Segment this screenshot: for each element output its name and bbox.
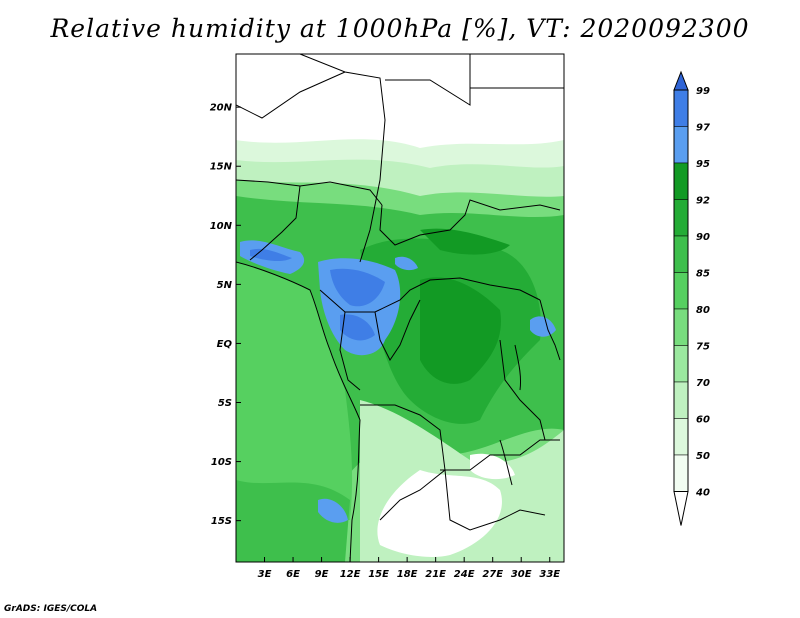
colorbar-segment: [673, 126, 689, 164]
colorbar-label: 50: [696, 451, 710, 462]
colorbar-segment: [673, 345, 689, 383]
colorbar-segment: [673, 454, 689, 492]
humidity-field: [236, 54, 564, 562]
lat-tick-label: 5N: [217, 280, 233, 291]
colorbar-label: 99: [696, 86, 710, 97]
lon-tick-label: 6E: [286, 569, 300, 580]
colorbar-segment: [673, 235, 689, 273]
colorbar-label: 70: [696, 378, 710, 389]
colorbar-segment: [673, 89, 689, 127]
lon-tick-label: 33E: [539, 569, 560, 580]
colorbar-label: 75: [696, 342, 710, 353]
colorbar-segment: [673, 381, 689, 419]
lon-tick-label: 30E: [511, 569, 532, 580]
longitude-axis: 3E 6E 9E 12E 15E 18E 21E 24E 27E 30E 33E: [258, 557, 560, 580]
lon-tick-label: 15E: [368, 569, 389, 580]
lat-tick-label: 5S: [218, 398, 232, 409]
lat-tick-label: 10N: [210, 221, 233, 232]
grads-credit: GrADS: IGES/COLA: [4, 604, 98, 614]
colorbar-segment: [673, 272, 689, 310]
colorbar-segment: [673, 418, 689, 456]
lon-tick-label: 27E: [482, 569, 503, 580]
colorbar-label: 60: [696, 415, 710, 426]
colorbar-label: 95: [696, 159, 710, 170]
colorbar-segment: [673, 162, 689, 200]
map-title: Relative humidity at 1000hPa [%], VT: 20…: [50, 14, 750, 43]
map-frame: [235, 53, 565, 563]
colorbar-label: 40: [695, 488, 710, 499]
latitude-axis: 20N 15N 10N 5N EQ 5S 10S 15S: [210, 103, 241, 527]
colorbar-label: 80: [696, 305, 710, 316]
colorbar-segment: [673, 199, 689, 237]
lat-tick-label: 20N: [210, 103, 233, 114]
lat-tick-label: 10S: [211, 457, 232, 468]
lon-tick-label: 18E: [397, 569, 418, 580]
colorbar-label: 90: [696, 232, 710, 243]
lon-tick-label: 21E: [425, 569, 446, 580]
lat-tick-label: EQ: [217, 339, 233, 350]
lat-tick-label: 15N: [210, 162, 233, 173]
country-borders: [236, 54, 564, 562]
colorbar-label: 92: [696, 196, 710, 207]
colorbar: 99 97 95 92 90 85 80 75 70 60 50 40: [673, 70, 710, 526]
lon-tick-label: 12E: [340, 569, 361, 580]
colorbar-label: 97: [696, 123, 710, 134]
colorbar-label: 85: [696, 269, 710, 280]
colorbar-bottom-arrow: [673, 491, 689, 526]
lon-tick-label: 9E: [315, 569, 329, 580]
lon-tick-label: 24E: [454, 569, 475, 580]
lon-tick-label: 3E: [258, 569, 272, 580]
colorbar-segment: [673, 308, 689, 346]
lat-tick-label: 15S: [211, 516, 232, 527]
colorbar-top-arrow: [673, 70, 689, 91]
